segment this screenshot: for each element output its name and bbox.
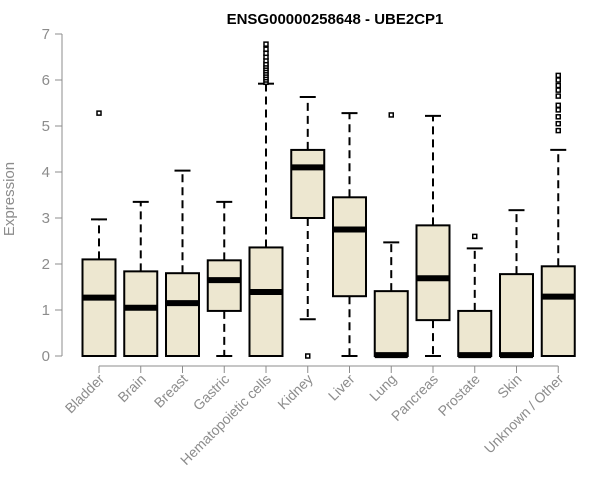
outlier-point <box>96 110 102 116</box>
outlier-point <box>305 353 311 359</box>
y-axis: 0 1 2 3 4 5 6 7 <box>42 26 63 365</box>
iqr-box <box>499 273 534 357</box>
y-tick-label: 6 <box>42 72 50 89</box>
y-tick-label: 4 <box>42 164 50 181</box>
x-tick-label: Skin <box>494 371 525 402</box>
iqr-box <box>123 270 159 357</box>
x-tick-label: Bladder <box>62 371 108 417</box>
outlier-point <box>555 72 561 79</box>
box-brain <box>123 200 159 357</box>
box-prostate <box>457 233 493 359</box>
outlier-point <box>388 112 394 118</box>
outlier-point <box>555 82 561 89</box>
iqr-box <box>332 196 367 298</box>
iqr-box <box>457 309 493 358</box>
outlier-point <box>263 46 269 52</box>
outlier-point <box>555 102 561 109</box>
x-tick-label: Lung <box>366 371 399 404</box>
iqr-box <box>165 272 200 358</box>
x-tick-label: Breast <box>151 371 191 411</box>
box-kidney <box>290 96 326 359</box>
y-tick-label: 1 <box>42 302 50 319</box>
iqr-box <box>540 265 576 357</box>
outlier-point <box>555 87 561 93</box>
outlier-point <box>555 127 561 134</box>
x-tick-label: Unknown / Other <box>481 371 567 457</box>
box-unknown-other <box>540 72 576 357</box>
box-pancreas <box>415 114 451 357</box>
outlier-point <box>555 77 561 83</box>
box-liver <box>332 112 367 357</box>
box-hematopoietic-cells <box>248 41 284 357</box>
boxes <box>81 41 576 359</box>
iqr-box <box>415 224 451 322</box>
box-bladder <box>81 110 117 357</box>
y-tick-label: 2 <box>42 256 50 273</box>
box-lung <box>373 112 409 359</box>
iqr-box <box>373 290 409 358</box>
outlier-point <box>263 41 269 47</box>
x-tick-label: Kidney <box>274 371 316 413</box>
y-axis-label: Expression <box>1 162 18 236</box>
y-tick-label: 3 <box>42 210 50 227</box>
iqr-box <box>206 259 242 312</box>
chart-title: ENSG00000258648 - UBE2CP1 <box>227 11 444 28</box>
outlier-point <box>555 93 561 99</box>
x-tick-label: Brain <box>114 371 148 405</box>
iqr-box <box>248 246 284 357</box>
iqr-box <box>290 148 326 219</box>
iqr-box <box>81 258 117 357</box>
outlier-point <box>555 114 561 120</box>
y-tick-label: 5 <box>42 118 50 135</box>
box-gastric <box>206 200 242 357</box>
outlier-point <box>472 233 478 240</box>
x-tick-label: Liver <box>325 371 358 404</box>
x-tick-label: Prostate <box>435 371 483 419</box>
outlier-point <box>555 120 561 127</box>
box-breast <box>165 169 200 358</box>
y-tick-label: 0 <box>42 348 50 365</box>
outlier-point <box>555 107 561 113</box>
y-tick-label: 7 <box>42 26 50 43</box>
box-skin <box>499 209 534 359</box>
